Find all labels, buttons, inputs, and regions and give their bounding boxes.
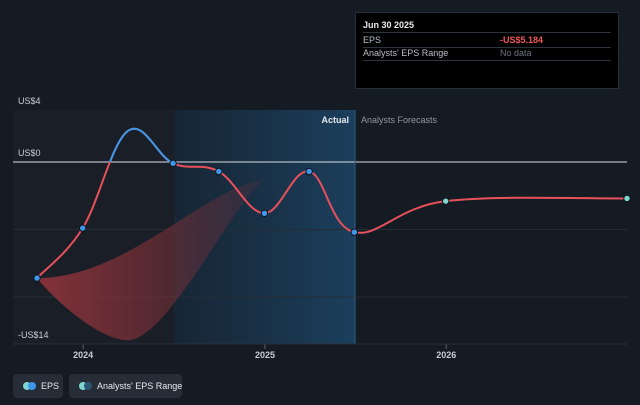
- eps-point: [169, 159, 177, 168]
- eps-point: [442, 197, 450, 205]
- eps-range-band: [37, 179, 265, 341]
- eps-legend-icon: [23, 382, 37, 390]
- eps-point: [215, 167, 223, 176]
- x-tick-label: 2026: [436, 350, 456, 360]
- eps-range-legend-icon: [79, 382, 93, 390]
- tooltip-row-eps: EPS -US$5.184: [363, 32, 611, 48]
- eps-point: [78, 224, 87, 232]
- eps-point: [33, 274, 41, 282]
- tooltip: Jun 30 2025 EPS -US$5.184 Analysts' EPS …: [355, 12, 619, 89]
- y-label-top: US$4: [18, 96, 41, 106]
- tooltip-range-key: Analysts' EPS Range: [363, 48, 449, 58]
- legend-range-label: Analysts' EPS Range: [97, 381, 183, 391]
- tooltip-row-range: Analysts' EPS Range No data: [363, 46, 611, 61]
- tooltip-title: Jun 30 2025: [363, 20, 415, 30]
- forecast-label: Analysts Forecasts: [361, 115, 438, 125]
- legend-eps-label: EPS: [41, 381, 60, 391]
- y-label-zero: US$0: [18, 148, 41, 158]
- legend-eps-range[interactable]: Analysts' EPS Range: [69, 374, 182, 398]
- eps-line: [36, 127, 628, 279]
- tooltip-eps-key: EPS: [363, 35, 382, 45]
- legend-eps[interactable]: EPS: [13, 374, 63, 398]
- eps-point: [623, 194, 631, 203]
- eps-point: [305, 167, 313, 176]
- y-label-bottom: -US$14: [18, 330, 49, 340]
- x-tick-label: 2024: [73, 350, 93, 360]
- actual-label: Actual: [321, 115, 349, 125]
- eps-point: [350, 228, 359, 236]
- tooltip-range-value: No data: [500, 48, 532, 58]
- eps-point: [260, 209, 269, 218]
- tooltip-eps-value: -US$5.184: [500, 35, 544, 45]
- x-tick-label: 2025: [255, 350, 275, 360]
